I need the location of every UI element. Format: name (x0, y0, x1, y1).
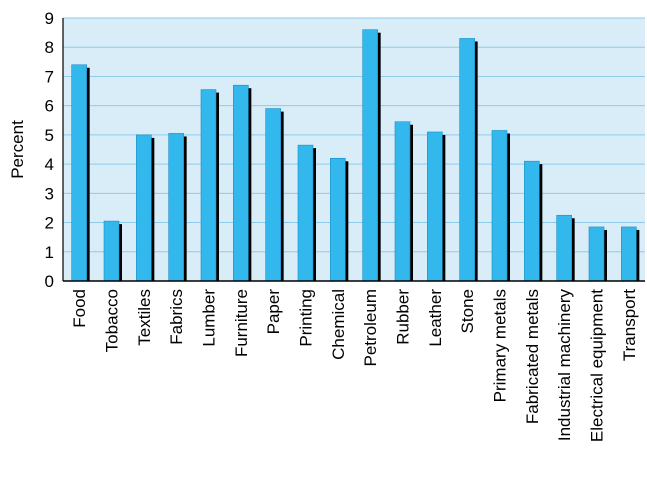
y-tick-label: 2 (45, 214, 54, 233)
x-tick-labels: Food Tobacco Textiles Fabrics Lumber Furnitur… (70, 289, 639, 443)
x-tick-label: Fabrics (167, 289, 186, 345)
x-tick-label: Textiles (135, 289, 154, 346)
bar-industrial-machinery (556, 214, 572, 282)
bar-fabricated-metals (524, 160, 540, 282)
y-axis-title: Percent (8, 120, 27, 179)
bar-stone (459, 38, 475, 282)
x-tick-label: Paper (264, 289, 283, 335)
bar-printing (297, 144, 314, 282)
bar-fabrics (168, 133, 184, 282)
bar-lumber (200, 89, 217, 282)
y-tick-label: 3 (45, 184, 54, 203)
x-tick-label: Transport (620, 289, 639, 361)
x-tick-label: Primary metals (491, 289, 510, 402)
x-tick-label: Petroleum (361, 289, 380, 366)
y-tick-label: 8 (45, 38, 54, 57)
bar-electrical-equipment (588, 226, 605, 282)
y-tick-label: 5 (45, 126, 54, 145)
bar-petroleum (362, 29, 378, 282)
gridlines (63, 17, 645, 253)
x-tick-label: Lumber (200, 289, 219, 347)
bar-transport (621, 226, 637, 282)
x-tick-label: Industrial machinery (555, 289, 574, 442)
x-tick-label: Food (70, 289, 89, 328)
y-tick-label: 6 (45, 97, 54, 116)
y-tick-labels: 0 1 2 3 4 5 6 7 8 9 (45, 9, 54, 291)
x-tick-label: Fabricated metals (523, 289, 542, 424)
x-tick-label: Printing (297, 289, 316, 347)
y-tick-label: 9 (45, 9, 54, 28)
bar-paper (265, 108, 281, 282)
x-tick-label: Tobacco (103, 289, 122, 352)
bar-food (71, 64, 87, 282)
y-tick-label: 7 (45, 67, 54, 86)
y-tick-label: 4 (45, 155, 54, 174)
bars (71, 29, 640, 282)
y-tick-label: 1 (45, 243, 54, 262)
bar-chemical (330, 157, 346, 282)
x-tick-label: Leather (426, 289, 445, 347)
bar-primary-metals (491, 130, 508, 282)
bar-textiles (136, 134, 152, 282)
x-tick-label: Rubber (394, 289, 413, 345)
plot-background (63, 18, 645, 281)
x-tick-label: Stone (458, 289, 477, 333)
bar-tobacco (103, 220, 120, 282)
bar-leather (427, 131, 443, 282)
x-tick-label: Furniture (232, 289, 251, 357)
bar-furniture (233, 84, 249, 282)
x-tick-label: Electrical equipment (588, 289, 607, 442)
bar-rubber (394, 121, 411, 282)
x-tick-label: Chemical (329, 289, 348, 360)
y-tick-label: 0 (45, 272, 54, 291)
